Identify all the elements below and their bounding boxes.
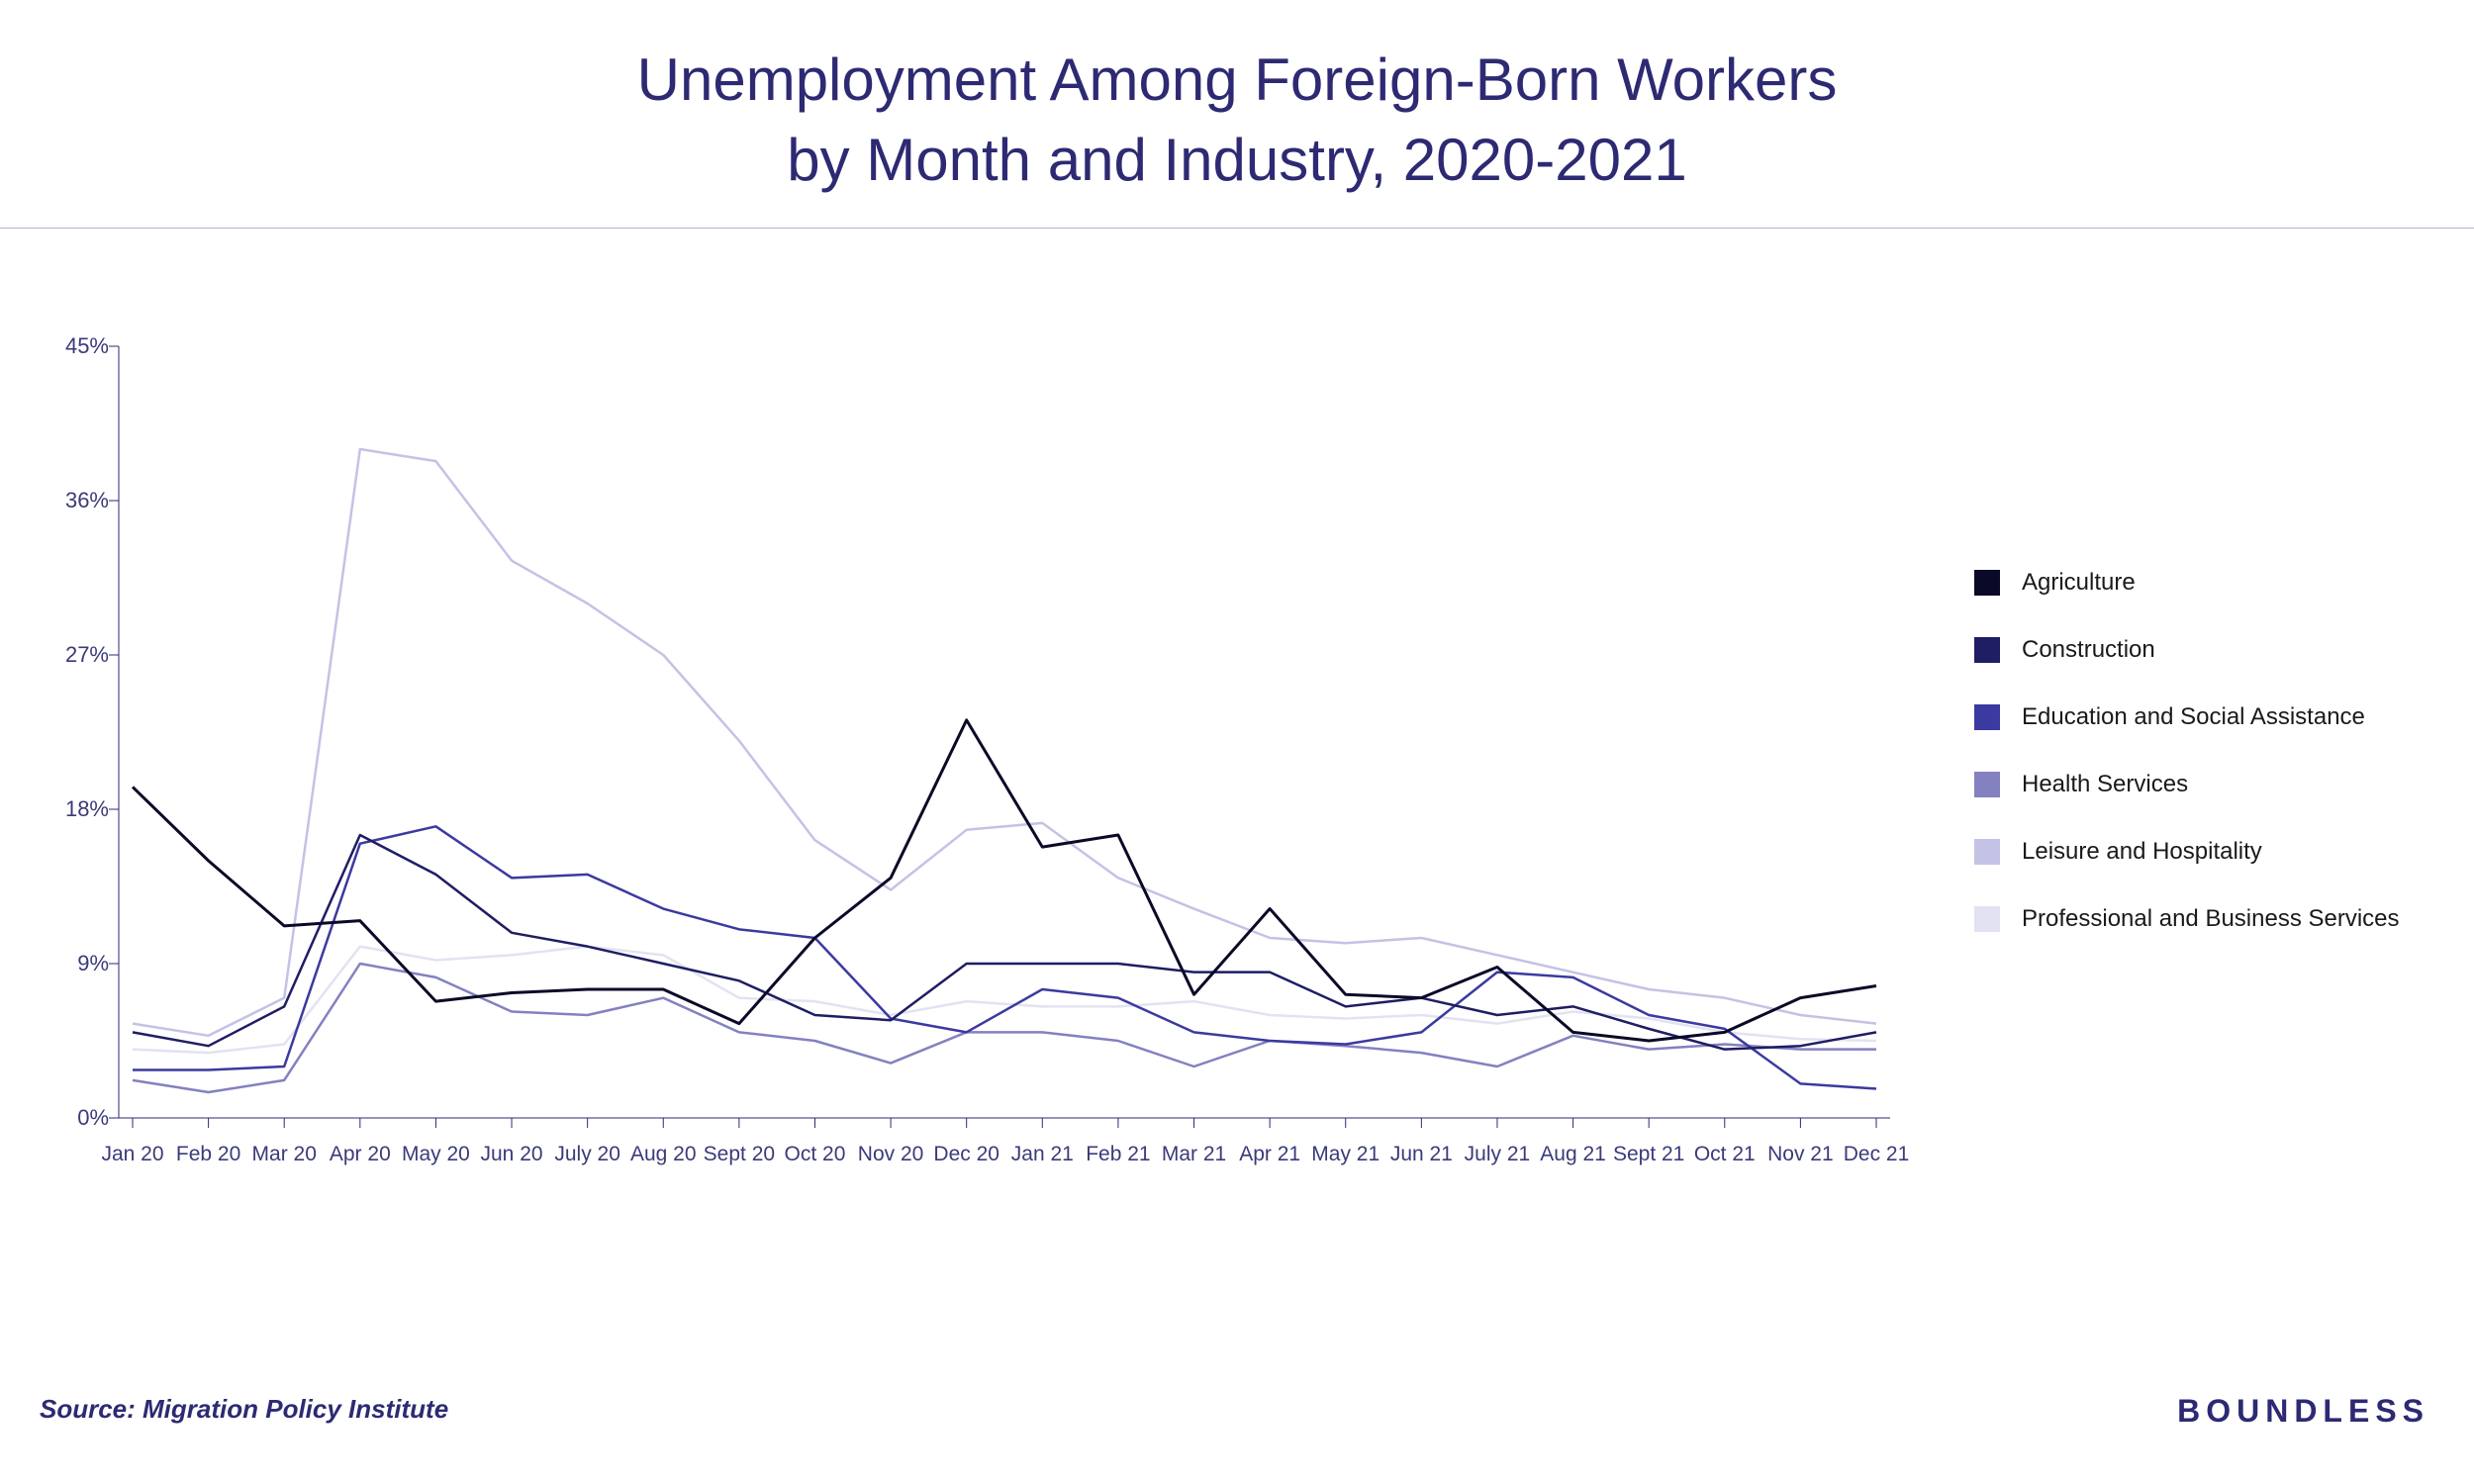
legend: Agriculture Construction Education and Soc…	[1974, 569, 2400, 973]
y-tick-label: 18%	[65, 796, 109, 822]
y-tick-label: 36%	[65, 488, 109, 513]
legend-label: Agriculture	[2022, 569, 2136, 597]
legend-swatch	[1974, 704, 2000, 730]
line-chart-svg	[119, 346, 1890, 1118]
series-line	[133, 835, 1876, 1050]
title-line-1: Unemployment Among Foreign-Born Workers	[0, 40, 2474, 120]
legend-label: Leisure and Hospitality	[2022, 838, 2262, 866]
legend-label: Construction	[2022, 636, 2155, 664]
x-tick-label: Mar 20	[252, 1143, 317, 1166]
x-tick-label: Sept 20	[704, 1143, 775, 1166]
legend-item: Leisure and Hospitality	[1974, 838, 2400, 866]
x-tick-label: Dec 21	[1844, 1143, 1910, 1166]
x-tick-label: Jan 21	[1011, 1143, 1074, 1166]
series-line	[133, 720, 1876, 1041]
y-axis-labels: 0%9%18%27%36%45%	[40, 346, 119, 1207]
legend-swatch	[1974, 637, 2000, 663]
x-tick-label: Oct 21	[1694, 1143, 1756, 1166]
series-line	[133, 964, 1876, 1092]
x-tick-label: Dec 20	[933, 1143, 999, 1166]
x-tick-label: Aug 20	[630, 1143, 697, 1166]
legend-item: Education and Social Assistance	[1974, 703, 2400, 731]
divider	[0, 228, 2474, 229]
x-tick-label: Feb 21	[1086, 1143, 1150, 1166]
legend-label: Professional and Business Services	[2022, 905, 2400, 933]
source-text: Source: Migration Policy Institute	[40, 1394, 448, 1425]
y-tick-label: 0%	[77, 1105, 109, 1131]
x-tick-label: Jun 21	[1390, 1143, 1453, 1166]
x-tick-label: Sept 21	[1613, 1143, 1684, 1166]
x-tick-label: Apr 21	[1239, 1143, 1300, 1166]
legend-item: Agriculture	[1974, 569, 2400, 597]
plot-area	[119, 346, 1890, 1118]
x-tick-label: Nov 21	[1767, 1143, 1834, 1166]
x-tick-label: July 21	[1465, 1143, 1531, 1166]
legend-label: Health Services	[2022, 771, 2188, 798]
series-line	[133, 449, 1876, 1036]
legend-swatch	[1974, 839, 2000, 865]
x-tick-label: Jan 20	[101, 1143, 163, 1166]
legend-label: Education and Social Assistance	[2022, 703, 2365, 731]
x-tick-label: Apr 20	[330, 1143, 391, 1166]
x-tick-label: Mar 21	[1162, 1143, 1226, 1166]
x-tick-label: Oct 20	[785, 1143, 846, 1166]
title-line-2: by Month and Industry, 2020-2021	[0, 120, 2474, 200]
x-tick-label: Nov 20	[858, 1143, 924, 1166]
x-tick-label: May 21	[1311, 1143, 1380, 1166]
y-tick-label: 9%	[77, 951, 109, 976]
x-tick-label: Aug 21	[1540, 1143, 1606, 1166]
x-axis-labels: Jan 20Feb 20Mar 20Apr 20May 20Jun 20July…	[119, 1128, 1890, 1207]
chart-container: Unemployment Among Foreign-Born Workers …	[0, 0, 2474, 1484]
legend-item: Professional and Business Services	[1974, 905, 2400, 933]
x-tick-label: Feb 20	[176, 1143, 240, 1166]
legend-item: Construction	[1974, 636, 2400, 664]
x-tick-label: Jun 20	[481, 1143, 543, 1166]
x-tick-label: May 20	[402, 1143, 470, 1166]
legend-swatch	[1974, 906, 2000, 932]
chart-area: 0%9%18%27%36%45% Jan 20Feb 20Mar 20Apr 2…	[40, 346, 1890, 1207]
legend-item: Health Services	[1974, 771, 2400, 798]
legend-swatch	[1974, 570, 2000, 596]
y-tick-label: 27%	[65, 642, 109, 668]
y-tick-label: 45%	[65, 333, 109, 359]
chart-title: Unemployment Among Foreign-Born Workers …	[0, 0, 2474, 200]
x-tick-label: July 20	[554, 1143, 620, 1166]
legend-swatch	[1974, 772, 2000, 797]
brand-logo: BOUNDLESS	[2177, 1393, 2429, 1430]
